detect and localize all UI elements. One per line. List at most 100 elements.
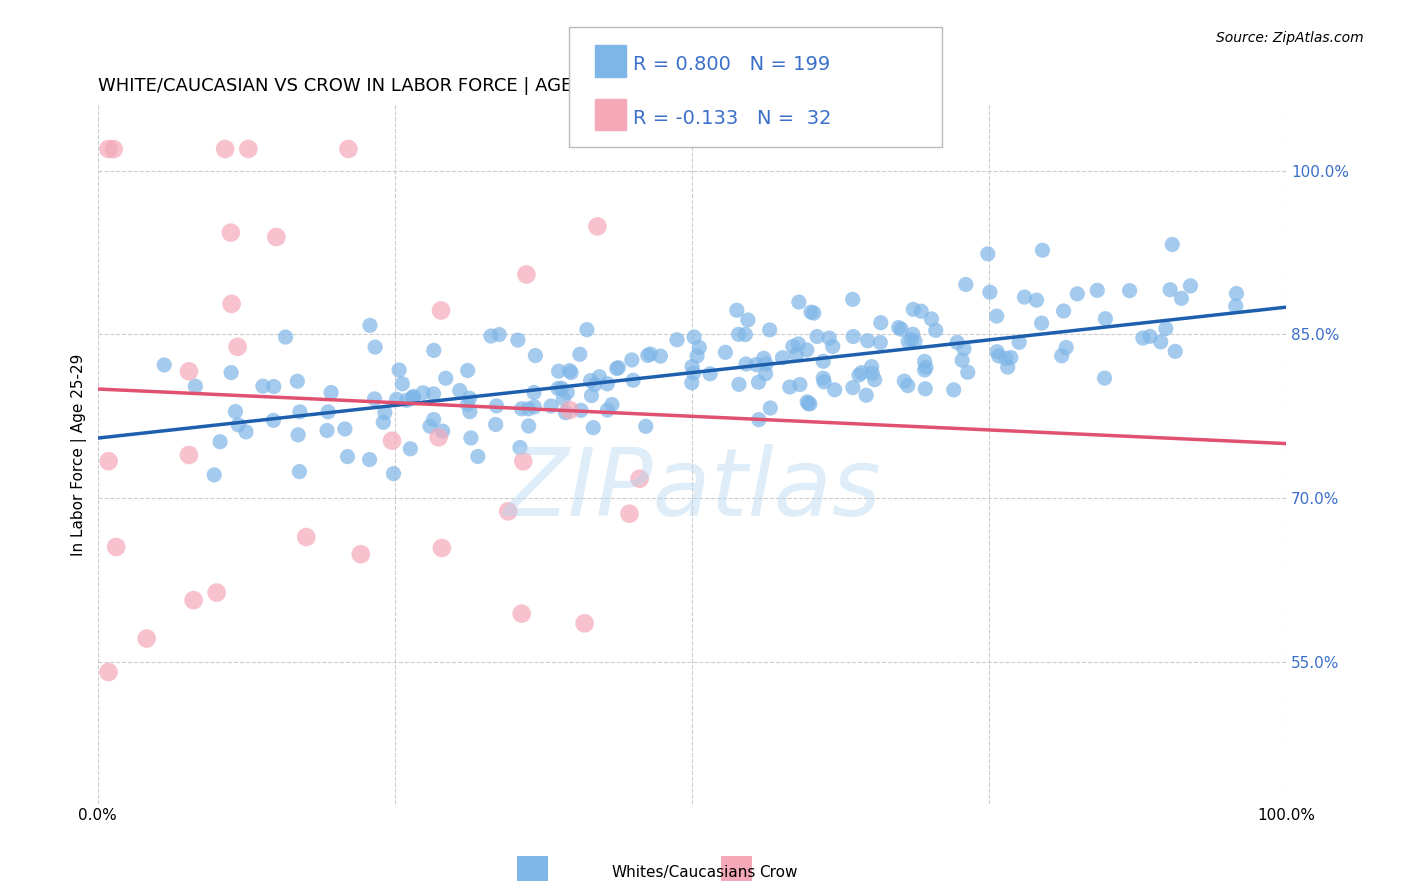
Point [226,340,249,354]
Point [385,392,408,407]
Point [288,465,311,479]
Point [953,342,976,356]
Point [228,417,250,432]
Point [479,329,502,343]
Point [1180,278,1202,293]
Point [925,323,948,337]
Point [893,374,915,388]
Text: Whites/Caucasians: Whites/Caucasians [612,865,756,880]
Point [887,320,910,334]
Point [183,593,205,607]
Text: R = -0.133   N =  32: R = -0.133 N = 32 [633,109,831,128]
Point [153,358,176,372]
Point [787,337,810,351]
Point [1170,291,1192,305]
Point [728,377,751,392]
Point [350,547,373,561]
Point [581,388,603,402]
Point [97,454,120,468]
Point [456,397,478,411]
Point [547,364,569,378]
Point [262,413,284,427]
Point [336,450,359,464]
Point [789,377,811,392]
Point [419,419,441,434]
Point [467,450,489,464]
Point [1008,335,1031,350]
Point [496,504,519,518]
Point [97,665,120,679]
Point [818,331,841,345]
Point [557,385,579,400]
Point [105,540,128,554]
Point [607,360,630,375]
Point [363,392,385,406]
Point [1139,329,1161,343]
Point [806,329,828,343]
Point [1054,340,1077,354]
Point [583,377,606,392]
Point [219,366,242,380]
Point [558,403,581,417]
Point [517,419,540,434]
Point [364,340,387,354]
Point [699,367,721,381]
Point [621,373,644,387]
Point [402,389,425,403]
Point [897,334,920,349]
Point [1094,371,1116,385]
Point [620,352,643,367]
Point [841,293,863,307]
Point [402,391,425,405]
Point [295,530,318,544]
Point [316,424,339,438]
Point [915,360,938,375]
Point [184,379,207,393]
Point [485,399,508,413]
Point [579,374,602,388]
Point [1161,237,1184,252]
Point [869,335,891,350]
Point [177,364,200,378]
Point [319,385,342,400]
Point [287,428,309,442]
Text: WHITE/CAUCASIAN VS CROW IN LABOR FORCE | AGE 25-29 CORRELATION CHART: WHITE/CAUCASIAN VS CROW IN LABOR FORCE |… [97,78,831,95]
Point [382,467,405,481]
Point [1066,286,1088,301]
Point [574,616,596,631]
Point [588,369,610,384]
Point [1050,349,1073,363]
Point [821,339,844,353]
Point [457,363,479,377]
Point [600,397,623,411]
Point [219,226,242,240]
Point [851,366,873,380]
Point [638,347,661,361]
Point [460,431,482,445]
Point [785,348,807,362]
Point [458,391,481,405]
Point [596,403,619,417]
Point [235,425,257,439]
Point [373,415,395,429]
Point [956,365,979,379]
Point [458,405,481,419]
Point [748,412,770,426]
Point [942,383,965,397]
Point [755,367,778,381]
Point [900,333,922,347]
Point [285,374,308,388]
Point [337,142,360,156]
Point [901,327,924,342]
Point [779,380,801,394]
Point [1154,321,1177,335]
Text: R = 0.800   N = 199: R = 0.800 N = 199 [633,55,830,74]
Point [135,632,157,646]
Point [994,351,1017,366]
Point [813,371,835,385]
Point [979,285,1001,300]
Point [977,247,1000,261]
Point [666,333,689,347]
Point [800,305,823,319]
Point [402,391,425,405]
